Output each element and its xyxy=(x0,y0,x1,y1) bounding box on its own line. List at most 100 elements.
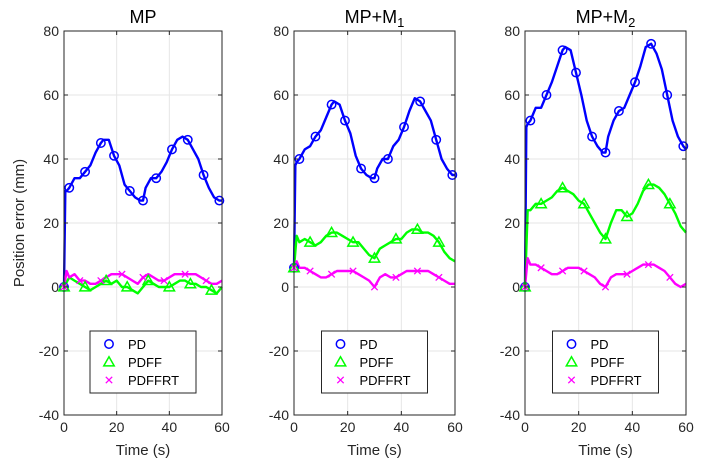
data-point-pdffrt xyxy=(666,273,674,282)
data-point-pdffrt xyxy=(181,270,189,278)
data-point-pdffrt xyxy=(202,276,210,285)
data-point-pd xyxy=(369,173,380,184)
y-tick-label: 20 xyxy=(273,215,289,231)
data-point-pdffrt xyxy=(413,267,422,275)
data-point-pdffrt xyxy=(623,270,631,278)
data-point-pdffrt xyxy=(644,260,653,269)
chart-title: MP xyxy=(130,7,157,27)
data-point-pdffrt xyxy=(306,267,314,275)
chart-title: MP+M1 xyxy=(345,7,405,30)
y-tick-label: 80 xyxy=(43,23,59,39)
x-tick-label: 60 xyxy=(678,419,694,435)
data-point-pd xyxy=(613,106,624,116)
data-point-pdff xyxy=(432,235,446,247)
data-point-pdff xyxy=(368,251,381,263)
data-point-pd xyxy=(167,144,177,155)
data-point-pdffrt xyxy=(160,276,168,285)
data-point-pd xyxy=(415,96,426,107)
legend-marker-pdffrt xyxy=(105,376,113,384)
series-line-pdffrt xyxy=(523,257,687,289)
data-point-pdff xyxy=(346,235,360,247)
x-tick-label: 60 xyxy=(214,419,230,435)
data-point-pd xyxy=(382,154,393,164)
y-tick-label: 20 xyxy=(504,215,520,231)
y-tick-label: -40 xyxy=(39,407,59,423)
data-point-pdffrt xyxy=(392,273,400,282)
legend-box xyxy=(321,330,428,394)
y-tick-label: 80 xyxy=(273,23,289,39)
data-point-pd xyxy=(356,163,367,174)
series-line-pd xyxy=(62,135,222,288)
x-axis-label: Time (s) xyxy=(347,442,401,459)
chart-title: MP+M2 xyxy=(576,7,636,30)
data-point-pdff xyxy=(556,181,570,193)
legend-label-pdff: PDFF xyxy=(591,355,625,370)
data-point-pdffrt xyxy=(580,267,588,275)
y-tick-label: 60 xyxy=(504,87,520,103)
series-line-pdffrt xyxy=(292,260,455,289)
data-point-pdffrt xyxy=(558,267,567,275)
data-point-pdff xyxy=(534,197,548,209)
legend-marker-pdff xyxy=(334,355,347,367)
data-point-pdffrt xyxy=(601,283,610,291)
data-point-pdffrt xyxy=(327,270,336,278)
data-point-pdff xyxy=(325,225,339,238)
y-tick-label: 40 xyxy=(273,151,289,167)
legend-marker-pd xyxy=(335,339,346,349)
x-tick-label: 20 xyxy=(340,419,356,435)
y-tick-label: -40 xyxy=(500,407,520,423)
data-point-pd xyxy=(646,38,657,49)
x-tick-label: 0 xyxy=(521,419,529,435)
data-point-pdffrt xyxy=(118,270,126,278)
data-point-pd xyxy=(138,195,148,206)
data-point-pdff xyxy=(641,177,655,190)
y-tick-label: -40 xyxy=(269,407,289,423)
series-line-pdff xyxy=(523,183,687,288)
data-point-pd xyxy=(678,141,689,152)
x-tick-label: 20 xyxy=(109,419,125,435)
data-point-pd xyxy=(541,90,552,100)
x-tick-label: 40 xyxy=(625,419,641,435)
x-axis-label: Time (s) xyxy=(578,442,632,459)
data-point-pd xyxy=(64,182,75,193)
legend-label-pdffrt: PDFFRT xyxy=(128,373,179,388)
legend: PD PDFF PDFFRT xyxy=(89,330,197,394)
x-axis-label: Time (s) xyxy=(116,442,170,459)
y-tick-label: 0 xyxy=(512,279,520,295)
data-point-pdff xyxy=(183,277,197,289)
data-point-pdffrt xyxy=(537,264,545,272)
legend: PD PDFF PDFFRT xyxy=(552,330,659,394)
data-point-pd xyxy=(198,170,209,180)
chart-panel-1: -40 -20 0 20 40 60 80 0 20 40 60 MP Time (s) Position… xyxy=(11,7,230,459)
legend-label-pd: PD xyxy=(128,337,146,352)
chart-title-subscript: 2 xyxy=(628,15,635,30)
legend-label-pd: PD xyxy=(591,337,609,352)
data-point-pd xyxy=(557,45,568,56)
x-tick-label: 60 xyxy=(447,419,463,435)
data-point-pd xyxy=(214,195,225,206)
data-point-pdffrt xyxy=(139,273,147,282)
legend-label-pdff: PDFF xyxy=(128,355,162,370)
y-tick-label: 40 xyxy=(504,151,520,167)
data-point-pdff xyxy=(410,222,424,235)
y-tick-label: 40 xyxy=(43,151,59,167)
data-point-pdffrt xyxy=(76,276,84,285)
data-point-pdff xyxy=(78,280,92,292)
data-point-pdffrt xyxy=(349,267,357,275)
chart-panel-2: -40 -20 0 20 40 60 80 0 20 40 60 MP+M1 Time (s) PD PDF… xyxy=(269,7,463,459)
data-point-pd xyxy=(326,99,337,110)
legend-marker-pd xyxy=(104,339,114,349)
chart-title-subscript: 1 xyxy=(397,15,404,30)
data-point-pd xyxy=(399,122,409,132)
legend-label-pdffrt: PDFFRT xyxy=(591,373,642,388)
x-tick-label: 40 xyxy=(162,419,178,435)
x-tick-label: 0 xyxy=(60,419,68,435)
x-tick-label: 40 xyxy=(394,419,410,435)
data-point-pd xyxy=(310,131,321,142)
y-tick-label: 0 xyxy=(281,279,289,295)
legend-box xyxy=(89,330,197,394)
y-tick-label: 80 xyxy=(504,23,520,39)
chart-panel-3: -40 -20 0 20 40 60 80 0 20 40 60 MP+M2 Time (s) PD PDF… xyxy=(500,7,694,459)
series-line-pd xyxy=(523,42,687,288)
